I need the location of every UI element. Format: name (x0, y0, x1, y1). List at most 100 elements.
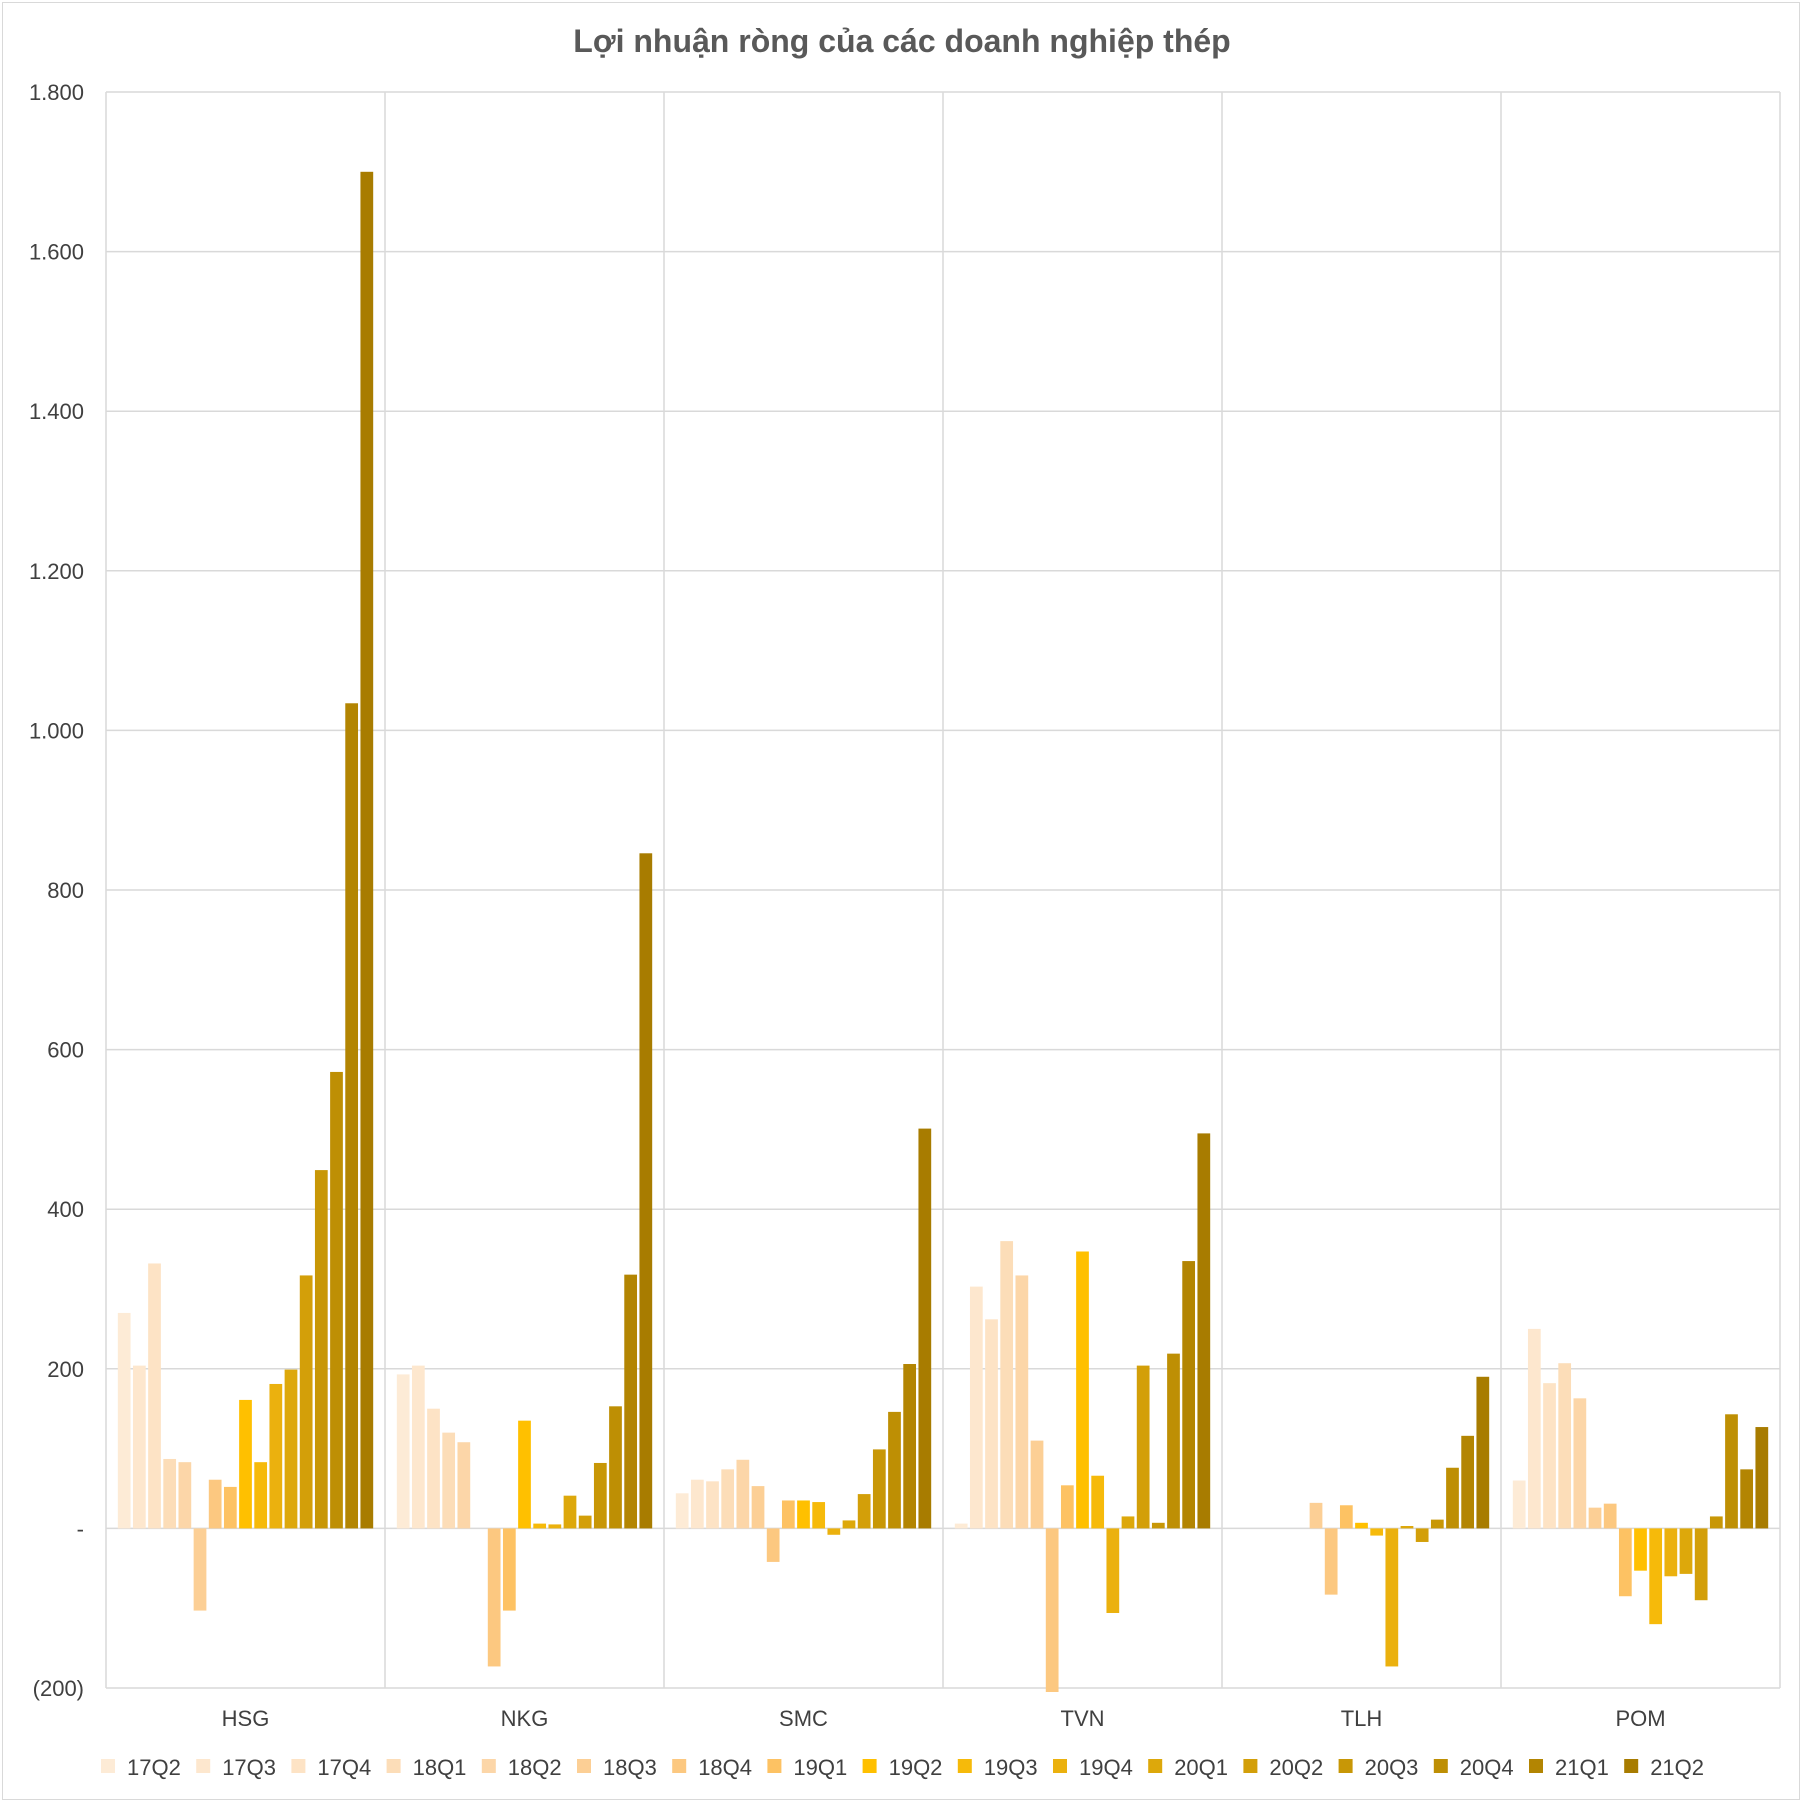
bar-tvn-17q3: TVN 17Q3: 303 (969, 1286, 983, 1529)
bar-tlh-20q2: TLH 20Q2: -17 (1415, 1528, 1429, 1542)
bar-smc-17q3: SMC 17Q3: 61 (690, 1479, 704, 1529)
axis-layer: 1.800 1.600 1.400 1.200 1.000 800 600 400 200 - (2… (29, 80, 1666, 1731)
bar-smc-20q4: SMC 20Q4: 146 (888, 1411, 901, 1529)
bar-pom-20q3: POM 20Q3: 15 (1709, 1516, 1723, 1529)
bar-smc-20q2: SMC 20Q2: 43 (857, 1494, 871, 1529)
bar-pom-19q3: POM 19Q3: -120 (1649, 1528, 1663, 1625)
legend-label: 20Q4 (1460, 1755, 1514, 1780)
legend-item-19q3: 19Q3 (957, 1755, 1038, 1780)
bar-smc-18q4: SMC 18Q4: -42 (766, 1528, 780, 1562)
bar-nkg-17q2: NKG 17Q2: 193 (396, 1374, 410, 1529)
bar-pom-21q2: POM 21Q2: 127 (1755, 1427, 1769, 1529)
bars-layer: HSG 17Q2: 270HSG 17Q3: 204HSG 17Q4: 332H… (117, 171, 1769, 1692)
bar-nkg-18q4: NKG 18Q4: -173 (487, 1528, 501, 1667)
y-tick-label: 600 (47, 1038, 84, 1063)
bar-tvn-20q3: TVN 20Q3: 7 (1151, 1522, 1165, 1529)
legend-item-17q3: 17Q3 (196, 1755, 276, 1780)
y-tick-label: 1.800 (29, 80, 84, 105)
chart-title: Lợi nhuận ròng của các doanh nghiệp thép (573, 23, 1230, 59)
bar-nkg-20q4: NKG 20Q4: 153 (609, 1406, 622, 1529)
bar-tvn-18q4: TVN 18Q4: -205 (1045, 1528, 1059, 1692)
bar-nkg-17q3: NKG 17Q3: 204 (411, 1365, 425, 1529)
legend-swatch (1624, 1759, 1639, 1773)
bar-tvn-19q1: TVN 19Q1: 54 (1060, 1485, 1074, 1529)
legend-label: 17Q2 (127, 1755, 181, 1780)
bar-pom-19q4: POM 19Q4: -60 (1664, 1528, 1678, 1577)
bar-tvn-20q2: TVN 20Q2: 204 (1136, 1365, 1150, 1529)
y-tick-label: 200 (47, 1357, 84, 1382)
bar-smc-17q4: SMC 17Q4: 59 (706, 1481, 719, 1529)
legend-swatch (481, 1759, 496, 1773)
legend-item-20q2: 20Q2 (1243, 1755, 1323, 1780)
legend-swatch (957, 1759, 972, 1773)
bar-smc-19q4: SMC 19Q4: -8 (827, 1528, 841, 1535)
bar-pom-19q1: POM 19Q1: -85 (1618, 1528, 1632, 1597)
bar-tvn-20q4: TVN 20Q4: 219 (1167, 1353, 1180, 1529)
bar-tlh-19q2: TLH 19Q2: 7 (1355, 1522, 1368, 1529)
legend-label: 19Q4 (1079, 1755, 1133, 1780)
bar-hsg-19q3: HSG 19Q3: 83 (254, 1462, 268, 1529)
legend-swatch (577, 1759, 591, 1773)
y-tick-label: 1.400 (29, 399, 84, 424)
bar-nkg-18q1: NKG 18Q1: 120 (442, 1432, 456, 1529)
y-tick-label: (200) (33, 1676, 84, 1701)
bar-tvn-19q4: TVN 19Q4: -106 (1106, 1528, 1120, 1613)
bar-hsg-18q3: HSG 18Q3: -103 (193, 1528, 207, 1611)
legend-item-18q2: 18Q2 (481, 1755, 562, 1780)
bar-smc-21q2: SMC 21Q2: 501 (918, 1128, 932, 1529)
y-tick-label: 1.600 (29, 240, 84, 265)
legend: 17Q2 17Q3 17Q4 18Q1 18Q2 18Q3 18Q4 19Q1 19Q2 19Q3… (101, 1755, 1704, 1780)
legend-swatch (196, 1759, 211, 1773)
bar-tlh-19q4: TLH 19Q4: -173 (1385, 1528, 1399, 1667)
bar-pom-19q2: POM 19Q2: -53 (1634, 1528, 1647, 1571)
bar-pom-18q1: POM 18Q1: 207 (1558, 1363, 1572, 1529)
bar-tvn-21q2: TVN 21Q2: 495 (1197, 1133, 1211, 1529)
bar-pom-17q3: POM 17Q3: 250 (1527, 1328, 1541, 1529)
x-category-label: SMC (779, 1706, 828, 1731)
legend-item-20q3: 20Q3 (1338, 1755, 1419, 1780)
legend-swatch (767, 1759, 782, 1773)
legend-swatch (1243, 1759, 1258, 1773)
legend-item-19q1: 19Q1 (767, 1755, 847, 1780)
legend-label: 17Q3 (222, 1755, 276, 1780)
bar-tvn-17q4: TVN 17Q4: 262 (985, 1319, 998, 1529)
bar-tvn-18q3: TVN 18Q3: 110 (1030, 1440, 1044, 1529)
bar-tvn-18q2: TVN 18Q2: 317 (1015, 1275, 1029, 1529)
bar-tvn-17q2: TVN 17Q2: 6 (954, 1523, 968, 1529)
legend-label: 18Q3 (603, 1755, 657, 1780)
legend-label: 18Q1 (413, 1755, 467, 1780)
y-tick-label: 1.200 (29, 559, 84, 584)
y-tick-label: 400 (47, 1197, 84, 1222)
bar-hsg-17q2: HSG 17Q2: 270 (117, 1312, 131, 1529)
bar-tlh-18q4: TLH 18Q4: -83 (1324, 1528, 1338, 1595)
legend-item-17q2: 17Q2 (101, 1755, 181, 1780)
bar-smc-17q2: SMC 17Q2: 44 (675, 1493, 689, 1529)
bar-nkg-17q4: NKG 17Q4: 150 (427, 1408, 440, 1529)
bar-nkg-21q1: NKG 21Q1: 318 (624, 1274, 638, 1529)
legend-swatch (672, 1759, 687, 1773)
bar-nkg-20q2: NKG 20Q2: 16 (578, 1515, 592, 1529)
bar-smc-18q1: SMC 18Q1: 74 (721, 1469, 735, 1529)
x-category-label: POM (1615, 1706, 1665, 1731)
legend-swatch (291, 1759, 306, 1773)
y-tick-label: 800 (47, 878, 84, 903)
bar-hsg-19q2: HSG 19Q2: 161 (239, 1399, 252, 1529)
legend-item-21q1: 21Q1 (1529, 1755, 1609, 1780)
legend-swatch (101, 1759, 115, 1773)
bar-nkg-19q2: NKG 19Q2: 135 (518, 1420, 531, 1529)
legend-label: 17Q4 (317, 1755, 371, 1780)
legend-item-21q2: 21Q2 (1624, 1755, 1704, 1780)
x-category-label: TLH (1341, 1706, 1383, 1731)
bar-nkg-19q3: NKG 19Q3: 6 (533, 1523, 547, 1529)
y-tick-label: 1.000 (29, 718, 84, 743)
legend-label: 20Q2 (1269, 1755, 1323, 1780)
bar-hsg-17q4: HSG 17Q4: 332 (148, 1263, 161, 1529)
legend-swatch (1529, 1759, 1543, 1773)
legend-item-19q2: 19Q2 (862, 1755, 942, 1780)
grid-layer (105, 91, 1781, 1689)
bar-nkg-20q3: NKG 20Q3: 82 (593, 1462, 607, 1529)
legend-swatch (1148, 1759, 1163, 1773)
legend-label: 20Q3 (1365, 1755, 1419, 1780)
bar-pom-20q4: POM 20Q4: 143 (1725, 1414, 1738, 1529)
